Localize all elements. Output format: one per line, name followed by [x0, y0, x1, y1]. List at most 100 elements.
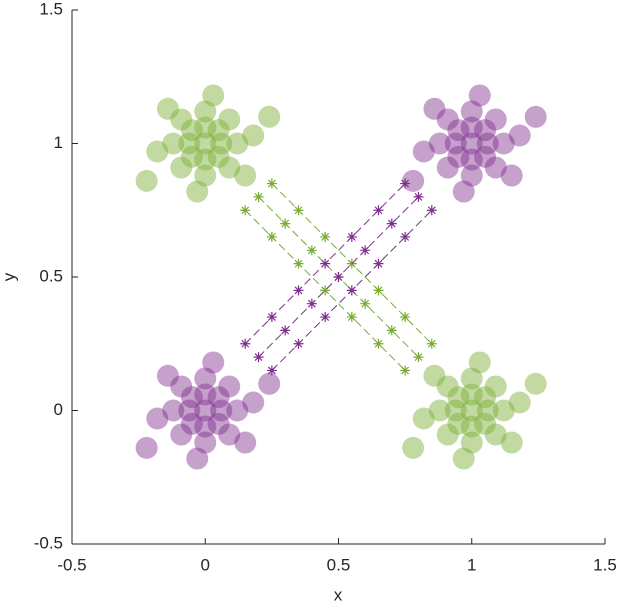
scatter-point [170, 108, 193, 131]
scatter-point [460, 415, 483, 438]
scatter-point [492, 132, 515, 155]
x-tick-label: -0.5 [57, 555, 86, 574]
scatter-point [452, 447, 475, 470]
scatter-point [484, 108, 507, 131]
scatter-point [492, 399, 515, 422]
scatter-point [234, 431, 257, 454]
star-marker [320, 312, 331, 323]
scatter-point [180, 386, 203, 409]
scatter-point [258, 105, 281, 128]
scatter-point [135, 436, 158, 459]
star-marker [320, 258, 331, 269]
scatter-point [444, 399, 467, 422]
scatter-point [194, 431, 217, 454]
scatter-point [436, 108, 459, 131]
star-marker [266, 365, 277, 376]
scatter-point [500, 164, 523, 187]
star-marker [360, 245, 371, 256]
star-marker [293, 205, 304, 216]
scatter-point [226, 132, 249, 155]
scatter-point [436, 156, 459, 179]
scatter-point [428, 399, 451, 422]
scatter-point [460, 383, 483, 406]
star-marker [373, 258, 384, 269]
scatter-point [484, 156, 507, 179]
star-marker [400, 312, 411, 323]
scatter-point [444, 132, 467, 155]
scatter-point [194, 132, 217, 155]
scatter-point [460, 367, 483, 390]
scatter-point [186, 180, 209, 203]
scatter-point [524, 372, 547, 395]
scatter-point [460, 132, 483, 155]
x-tick-label: 1 [467, 555, 476, 574]
scatter-point [447, 412, 470, 435]
scatter-point [242, 124, 265, 147]
y-tick-label: 0 [54, 400, 63, 419]
scatter-point [194, 100, 217, 123]
star-marker [400, 365, 411, 376]
scatter-point [524, 105, 547, 128]
x-tick-label: 0 [201, 555, 210, 574]
scatter-point [178, 132, 201, 155]
scatter-point [447, 145, 470, 168]
scatter-point [474, 412, 497, 435]
scatter-point [194, 164, 217, 187]
star-marker [373, 338, 384, 349]
scatter-point [447, 119, 470, 142]
star-marker [306, 245, 317, 256]
scatter-point [226, 399, 249, 422]
scatter-point [218, 375, 241, 398]
star-marker [360, 298, 371, 309]
scatter-point [180, 412, 203, 435]
scatter-point [162, 132, 185, 155]
star-marker [346, 231, 357, 242]
scatter-point [218, 108, 241, 131]
star-marker [426, 205, 437, 216]
scatter-point [452, 180, 475, 203]
star-marker [240, 205, 251, 216]
scatter-point [210, 132, 233, 155]
scatter-point [207, 145, 230, 168]
scatter-point [194, 367, 217, 390]
y-tick-label: -0.5 [34, 533, 63, 552]
plot-area [135, 84, 547, 470]
star-marker [306, 298, 317, 309]
star-marker [373, 285, 384, 296]
star-marker [266, 231, 277, 242]
scatter-point [484, 375, 507, 398]
scatter-point [178, 399, 201, 422]
scatter-point [423, 97, 446, 120]
x-tick-label: 0.5 [327, 555, 351, 574]
scatter-point [460, 399, 483, 422]
scatter-point [508, 391, 531, 414]
scatter-point [500, 431, 523, 454]
scatter-point [194, 399, 217, 422]
scatter-point [508, 124, 531, 147]
scatter-point [428, 132, 451, 155]
star-marker [386, 325, 397, 336]
scatter-point [170, 156, 193, 179]
scatter-point [242, 391, 265, 414]
scatter-point [474, 119, 497, 142]
scatter-point [180, 145, 203, 168]
scatter-point [194, 116, 217, 139]
y-tick-label: 1.5 [39, 0, 63, 18]
scatter-point [180, 119, 203, 142]
star-marker [266, 312, 277, 323]
scatter-point [170, 375, 193, 398]
scatter-point [436, 375, 459, 398]
scatter-point [146, 407, 169, 430]
scatter-point [474, 145, 497, 168]
star-marker [413, 352, 424, 363]
star-marker [400, 231, 411, 242]
scatter-point [194, 383, 217, 406]
star-marker [320, 285, 331, 296]
y-tick-label: 0.5 [39, 266, 63, 285]
scatter-point [460, 116, 483, 139]
scatter-point [170, 423, 193, 446]
scatter-point [460, 100, 483, 123]
scatter-point [460, 148, 483, 171]
star-marker [333, 272, 344, 282]
scatter-point [207, 119, 230, 142]
